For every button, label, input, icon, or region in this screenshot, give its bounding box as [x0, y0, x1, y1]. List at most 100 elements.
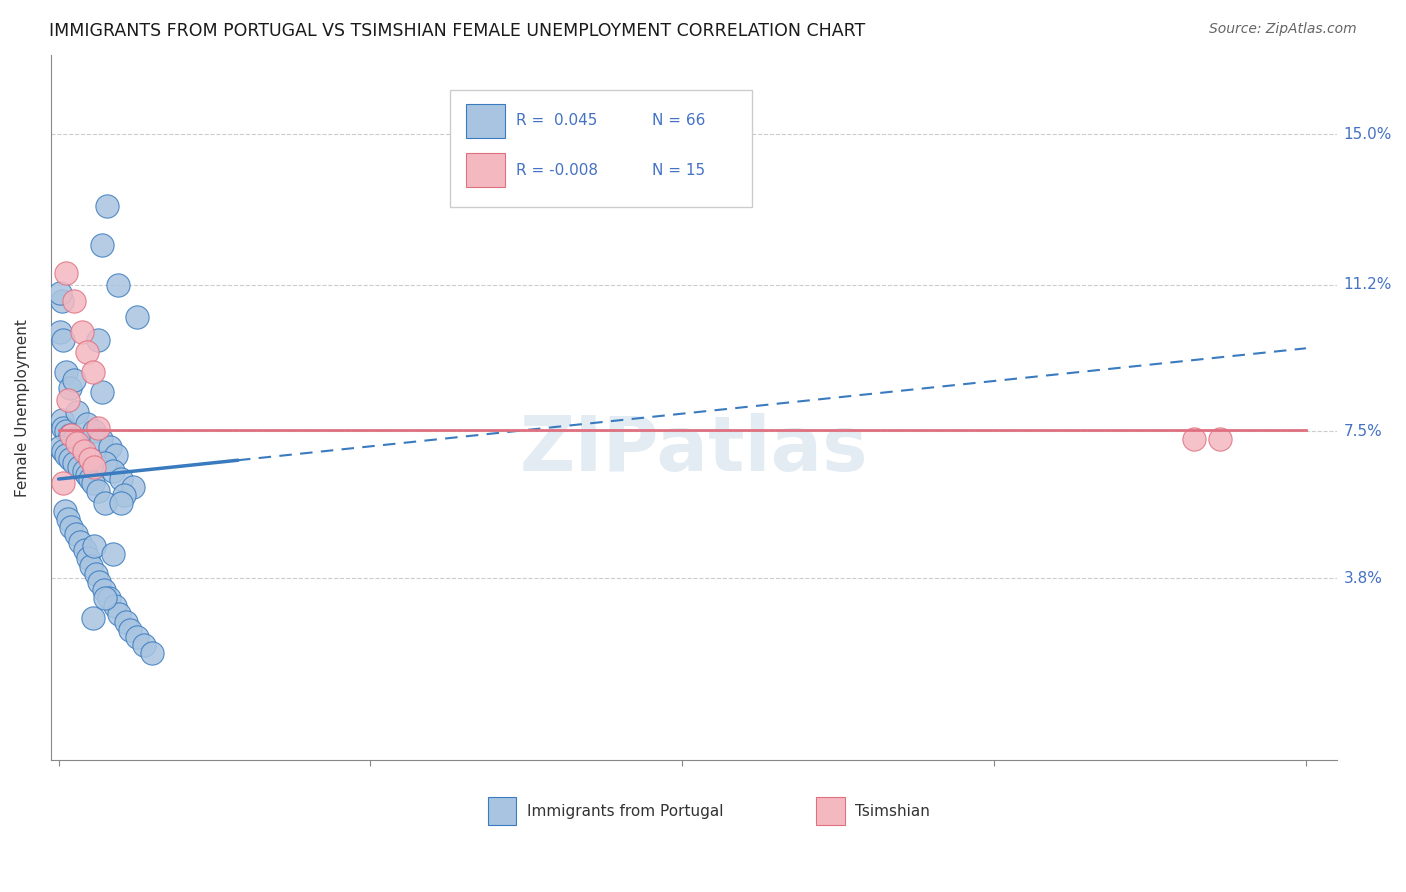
Point	[58, 381, 80, 395]
Text: R =  0.045: R = 0.045	[516, 113, 598, 128]
Point	[63, 433, 86, 447]
Text: N = 15: N = 15	[651, 162, 704, 178]
Text: 7.5%: 7.5%	[1344, 424, 1382, 439]
Point	[67, 460, 90, 475]
Point	[52, 444, 75, 458]
Point	[83, 425, 105, 439]
Point	[77, 551, 100, 566]
Point	[86, 483, 108, 498]
Point	[56, 511, 79, 525]
Point	[114, 615, 136, 629]
Y-axis label: Female Unemployment: Female Unemployment	[15, 318, 30, 497]
Point	[125, 631, 148, 645]
Point	[65, 527, 87, 541]
Point	[141, 646, 163, 660]
Point	[52, 334, 75, 348]
Point	[120, 623, 142, 637]
Point	[125, 310, 148, 324]
Point	[110, 496, 132, 510]
Point	[107, 277, 129, 292]
Point	[72, 444, 94, 458]
Point	[52, 475, 75, 490]
Point	[55, 266, 77, 280]
Text: 15.0%: 15.0%	[1344, 127, 1392, 142]
Point	[94, 456, 117, 470]
Point	[76, 468, 98, 483]
FancyBboxPatch shape	[817, 797, 845, 825]
Point	[82, 475, 104, 490]
Point	[55, 425, 77, 439]
Point	[98, 440, 121, 454]
Point	[90, 433, 112, 447]
Point	[53, 504, 76, 518]
Point	[79, 452, 101, 467]
Point	[75, 543, 97, 558]
Point	[79, 472, 101, 486]
Point	[49, 440, 72, 454]
Point	[56, 392, 79, 407]
Point	[134, 639, 156, 653]
Point	[122, 480, 145, 494]
Point	[86, 334, 108, 348]
Point	[51, 412, 73, 426]
Point	[55, 365, 77, 379]
Point	[49, 285, 72, 300]
Text: Immigrants from Portugal: Immigrants from Portugal	[527, 804, 723, 819]
Point	[103, 547, 125, 561]
Point	[72, 464, 94, 478]
Point	[110, 472, 132, 486]
FancyBboxPatch shape	[467, 103, 505, 137]
Point	[58, 428, 80, 442]
Point	[60, 519, 83, 533]
Point	[108, 607, 131, 621]
Point	[82, 365, 104, 379]
Point	[97, 591, 120, 605]
Text: IMMIGRANTS FROM PORTUGAL VS TSIMSHIAN FEMALE UNEMPLOYMENT CORRELATION CHART: IMMIGRANTS FROM PORTUGAL VS TSIMSHIAN FE…	[49, 22, 866, 40]
Text: ZIPatlas: ZIPatlas	[520, 413, 869, 487]
Point	[94, 496, 117, 510]
Point	[66, 436, 89, 450]
Point	[94, 591, 117, 605]
FancyBboxPatch shape	[467, 153, 505, 187]
Point	[52, 420, 75, 434]
Point	[76, 417, 98, 431]
Point	[105, 448, 128, 462]
Point	[60, 428, 83, 442]
Point	[82, 610, 104, 624]
FancyBboxPatch shape	[450, 90, 752, 207]
Point	[63, 456, 86, 470]
Point	[112, 488, 135, 502]
Point	[1182, 433, 1205, 447]
Point	[83, 460, 105, 475]
Text: N = 66: N = 66	[651, 113, 704, 128]
Point	[55, 448, 77, 462]
Text: Source: ZipAtlas.com: Source: ZipAtlas.com	[1209, 22, 1357, 37]
Point	[66, 405, 89, 419]
Point	[51, 293, 73, 308]
Point	[96, 199, 118, 213]
FancyBboxPatch shape	[488, 797, 516, 825]
Point	[69, 535, 91, 549]
Point	[80, 559, 103, 574]
Text: 3.8%: 3.8%	[1344, 571, 1382, 585]
Point	[70, 326, 93, 340]
Point	[1209, 433, 1232, 447]
Point	[91, 384, 114, 399]
Text: Tsimshian: Tsimshian	[855, 804, 929, 819]
Text: R = -0.008: R = -0.008	[516, 162, 599, 178]
Point	[89, 574, 111, 589]
Point	[103, 464, 125, 478]
Point	[63, 293, 86, 308]
Point	[63, 373, 86, 387]
Point	[49, 326, 72, 340]
Point	[86, 420, 108, 434]
Point	[84, 567, 107, 582]
Point	[83, 540, 105, 554]
Text: 11.2%: 11.2%	[1344, 277, 1392, 293]
Point	[58, 452, 80, 467]
Point	[93, 582, 115, 597]
Point	[91, 238, 114, 252]
Point	[67, 436, 90, 450]
Point	[104, 599, 127, 613]
Point	[76, 345, 98, 359]
